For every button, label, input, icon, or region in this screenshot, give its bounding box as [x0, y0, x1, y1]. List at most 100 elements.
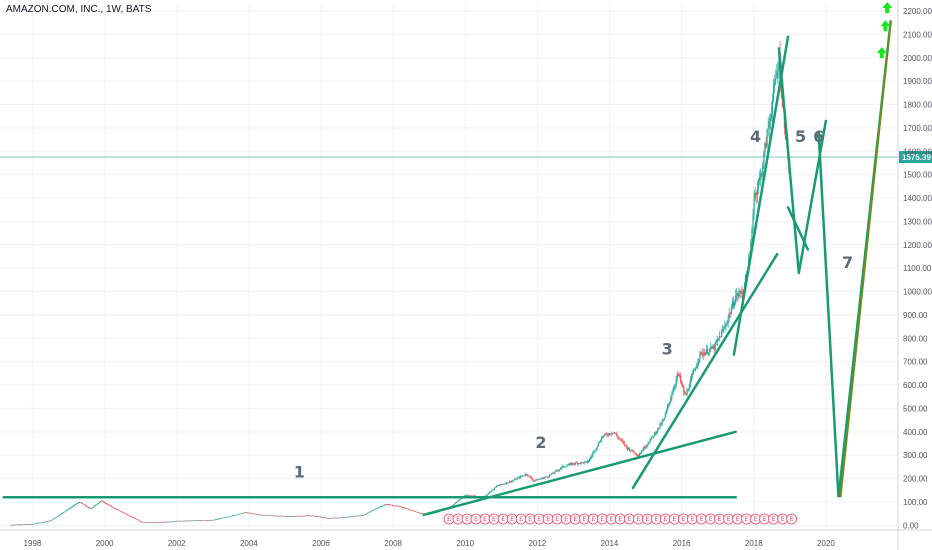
earnings-marker-label: E	[573, 516, 577, 523]
candle-body	[770, 113, 773, 119]
candle-body	[677, 373, 679, 375]
candle-body	[644, 447, 646, 448]
candle-body	[153, 522, 155, 523]
wave-label: 7	[842, 253, 853, 272]
candle-body	[254, 513, 256, 515]
candle-body	[608, 433, 610, 436]
candle-body	[164, 521, 167, 523]
candle-body	[355, 516, 357, 517]
candle-body	[530, 476, 532, 479]
candle-body	[309, 515, 312, 517]
candle-body	[62, 512, 64, 514]
candle-body	[505, 482, 507, 484]
candle-body	[26, 524, 28, 525]
candle-body	[228, 516, 230, 518]
x-tick-label: 2014	[601, 539, 619, 548]
earnings-marker-label: E	[618, 516, 622, 523]
candle-body	[600, 437, 603, 442]
candle-body	[457, 501, 459, 502]
candle-body	[154, 522, 156, 523]
earnings-marker-label: E	[510, 516, 514, 523]
candle-body	[132, 517, 134, 518]
candle-body	[604, 433, 606, 436]
candle-body	[691, 373, 694, 377]
candle-body	[102, 500, 104, 502]
candle-body	[382, 505, 384, 507]
candle-body	[116, 509, 118, 510]
candle-body	[233, 515, 235, 516]
candle-body	[410, 509, 412, 511]
time-axis[interactable]: 1998 2000 2002 2004 2006 2008 2010 2012 2014 2016…	[0, 529, 932, 548]
candle-body	[655, 432, 657, 434]
candle-body	[292, 516, 294, 517]
candle-body	[531, 478, 533, 481]
trendline	[732, 35, 790, 356]
candle-body	[498, 485, 500, 486]
candle-body	[334, 517, 336, 519]
candle-body	[186, 520, 188, 522]
candle-body	[710, 346, 712, 350]
candle-body	[540, 478, 542, 479]
y-tick-label: 1100.00	[903, 264, 932, 273]
wave-label: 4	[750, 127, 761, 146]
candle-body	[564, 466, 566, 468]
candle-body	[454, 502, 457, 504]
candle-body	[473, 495, 475, 497]
earnings-marker-label: E	[745, 516, 749, 523]
candle-body	[418, 512, 420, 513]
candle-body	[513, 480, 515, 481]
candle-body	[52, 518, 54, 520]
candle-body	[256, 514, 259, 515]
candle-body	[774, 80, 776, 86]
candle-body	[352, 516, 354, 517]
candle-body	[15, 524, 17, 526]
candle-body	[738, 293, 740, 297]
candle-body	[527, 474, 529, 477]
candle-body	[630, 450, 632, 452]
candle-body	[577, 462, 579, 465]
candle-body	[656, 431, 658, 434]
candle-body	[381, 506, 383, 507]
candle-body	[328, 518, 330, 519]
candle-body	[607, 435, 609, 436]
candle-body	[119, 510, 121, 512]
earnings-marker	[786, 513, 798, 525]
candle-body	[169, 521, 171, 523]
candle-body	[177, 520, 180, 522]
candle-body	[571, 463, 573, 465]
candle-body	[356, 515, 358, 517]
candle-body	[128, 515, 130, 516]
candle-body	[637, 455, 639, 457]
candle-body	[384, 504, 386, 506]
candle-body	[98, 501, 101, 504]
candle-body	[709, 349, 711, 353]
candle-body	[417, 512, 419, 513]
earnings-marker-label: E	[519, 516, 523, 523]
candle-body	[593, 450, 595, 453]
candle-body	[776, 71, 778, 79]
candle-body	[740, 290, 742, 293]
candle-body	[636, 454, 638, 456]
candle-body	[391, 504, 393, 506]
candle-body	[550, 474, 552, 476]
candle-body	[330, 518, 332, 519]
candle-body	[158, 522, 160, 523]
candle-body	[653, 432, 656, 437]
candle-body	[335, 517, 338, 519]
earnings-marker-label: E	[645, 516, 649, 523]
candle-body	[257, 514, 260, 516]
candle-body	[149, 522, 151, 523]
candle-body	[713, 346, 715, 350]
candle-body	[689, 380, 691, 388]
candle-body	[317, 516, 319, 518]
candle-body	[244, 512, 247, 514]
trendlines[interactable]	[2, 20, 893, 517]
candle-body	[592, 452, 594, 456]
symbol-title[interactable]: AMAZON.COM, INC., 1W, BATS	[6, 4, 152, 15]
candle-body	[266, 515, 268, 516]
price-axis[interactable]: 0.00 100.00 200.00 300.00 400.00 500.00 600.00…	[897, 0, 932, 550]
candle-body	[615, 433, 617, 435]
candle-body	[313, 515, 315, 517]
candle-body	[262, 514, 264, 516]
